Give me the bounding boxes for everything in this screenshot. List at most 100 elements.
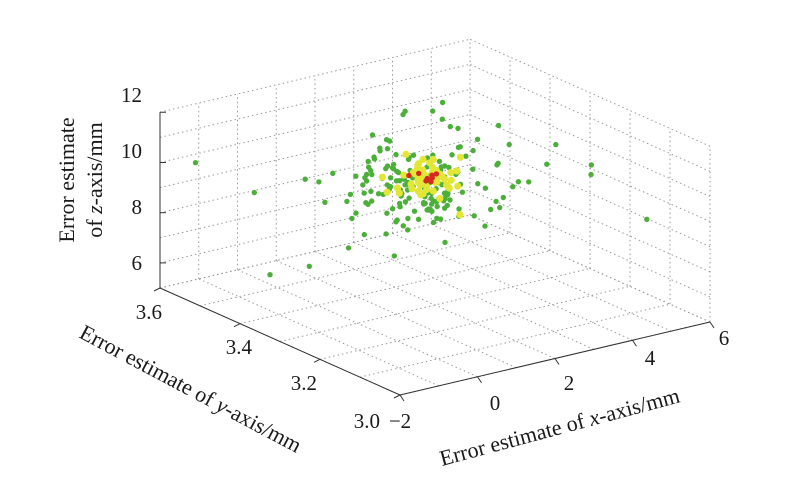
scatter-point-green: [322, 199, 328, 205]
scatter-point-green: [384, 210, 390, 216]
scatter-point-yellow: [393, 184, 402, 192]
scatter-point-green: [353, 173, 359, 179]
grid-line: [469, 189, 711, 298]
x-tick-label: 4: [645, 346, 656, 370]
scatter-point-green: [368, 188, 374, 195]
grid-line: [359, 303, 671, 378]
scatter-point-green: [447, 123, 453, 130]
scatter-point-green: [369, 132, 376, 138]
scatter-point-green: [397, 204, 403, 210]
scatter-point-red: [433, 171, 440, 177]
scatter-point-green: [375, 191, 382, 197]
z-axis-label-line1: Error estimate: [54, 117, 79, 242]
scatter-point-green: [588, 162, 594, 168]
y-tick-label: 3.4: [226, 335, 253, 359]
scatter-point-yellow: [414, 160, 423, 168]
scatter-point-green: [306, 263, 312, 269]
scatter-point-green: [411, 208, 418, 214]
scatter-point-green: [430, 108, 436, 114]
scatter-point-yellow: [456, 153, 464, 161]
scatter-point-red: [429, 172, 435, 178]
box-edge: [159, 287, 401, 396]
box-edge: [632, 339, 637, 347]
y-tick-label: 3.2: [291, 371, 317, 395]
grid-line: [469, 214, 711, 323]
scatter-point-green: [588, 171, 594, 178]
scatter-point-green: [436, 158, 443, 165]
scatter-point-green: [406, 195, 412, 201]
scatter-point-green: [363, 178, 370, 184]
y-tick-label: 3.6: [136, 300, 162, 324]
scatter-point-green: [470, 166, 476, 172]
scatter-point-green: [455, 125, 461, 132]
scatter-point-green: [444, 202, 450, 209]
box-edge: [399, 394, 405, 402]
scatter-point-red: [406, 172, 412, 179]
y-tick-labels: 3.0 3.2 3.4 3.6: [136, 300, 380, 433]
scatter-point-yellow: [429, 155, 437, 164]
scatter-point-green: [353, 210, 359, 216]
y-axis-label: Error estimate of y-axis/mm: [76, 319, 306, 457]
scatter-point-green: [251, 189, 257, 196]
grid-line: [239, 250, 551, 325]
scatter-point-green: [439, 116, 445, 122]
scatter-point-green: [429, 201, 435, 207]
scatter-point-green: [371, 154, 377, 160]
grid-line: [199, 232, 511, 307]
z-tick-label: 12: [121, 83, 142, 107]
scatter-point-yellow: [429, 187, 437, 195]
y-tick-label: 3.0: [354, 409, 380, 433]
grid-line: [276, 260, 517, 369]
z-tick-label: 6: [132, 251, 143, 275]
scatter-point-green: [553, 141, 559, 148]
scatter-point-green: [360, 182, 366, 188]
scatter-point-green: [361, 190, 367, 196]
scatter-point-yellow: [453, 167, 461, 175]
scatter-point-green: [391, 253, 397, 259]
scatter-point-green: [471, 213, 477, 219]
scatter-point-green: [544, 161, 550, 167]
scatter-point-green: [463, 153, 469, 159]
box-edge: [477, 376, 482, 384]
scatter-point-green: [384, 163, 391, 169]
box-edge: [554, 358, 560, 365]
x-tick-label: 2: [564, 371, 575, 395]
grid-line: [198, 278, 439, 387]
scatter-point-green: [400, 223, 406, 229]
scatter-point-green: [349, 215, 355, 222]
grid-line: [469, 89, 711, 197]
scatter-point-yellow: [400, 171, 408, 179]
scatter-point-yellow: [447, 169, 455, 177]
scatter-point-green: [456, 206, 462, 212]
scatter-point-green: [368, 167, 374, 174]
scatter-point-green: [344, 198, 350, 205]
scatter-point-green: [192, 160, 199, 166]
scatter-point-green: [383, 231, 389, 237]
scatter-point-green: [415, 216, 422, 222]
scatter-point-green: [383, 137, 390, 143]
grid-line: [314, 251, 556, 359]
scatter-point-green: [494, 162, 500, 168]
x-tick-label: 0: [490, 391, 501, 415]
scatter-point-green: [377, 145, 383, 151]
points-layer: [192, 99, 650, 278]
scatter-point-yellow: [447, 176, 455, 184]
scatter-point-green: [390, 161, 397, 168]
scatter-point-green: [506, 141, 512, 148]
scatter-point-green: [470, 147, 476, 154]
scatter-point-green: [442, 239, 448, 246]
scatter-point-green: [449, 152, 455, 158]
scatter-point-yellow: [414, 178, 423, 186]
scatter-point-green: [267, 272, 273, 278]
scatter-point-green: [394, 168, 400, 175]
box-edge: [153, 287, 161, 292]
scatter-point-yellow: [378, 173, 386, 181]
scatter-point-green: [384, 146, 391, 152]
scatter-point-green: [439, 99, 446, 106]
scatter-point-green: [475, 181, 481, 187]
scatter-point-green: [384, 182, 390, 188]
scatter-point-yellow: [445, 184, 453, 192]
scatter-point-green: [510, 184, 516, 190]
